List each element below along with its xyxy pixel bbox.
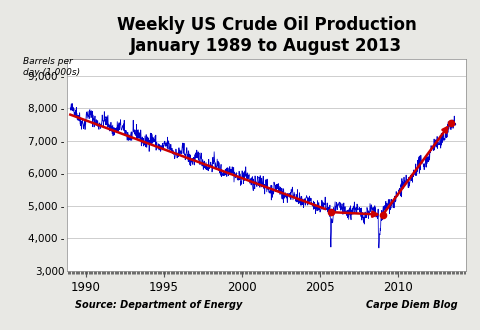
Text: Barrels per
day (1,000s): Barrels per day (1,000s) — [24, 57, 81, 77]
Text: Carpe Diem Blog: Carpe Diem Blog — [366, 300, 457, 310]
Title: Weekly US Crude Oil Production
January 1989 to August 2013: Weekly US Crude Oil Production January 1… — [117, 16, 416, 55]
Text: Source: Department of Energy: Source: Department of Energy — [75, 300, 242, 310]
